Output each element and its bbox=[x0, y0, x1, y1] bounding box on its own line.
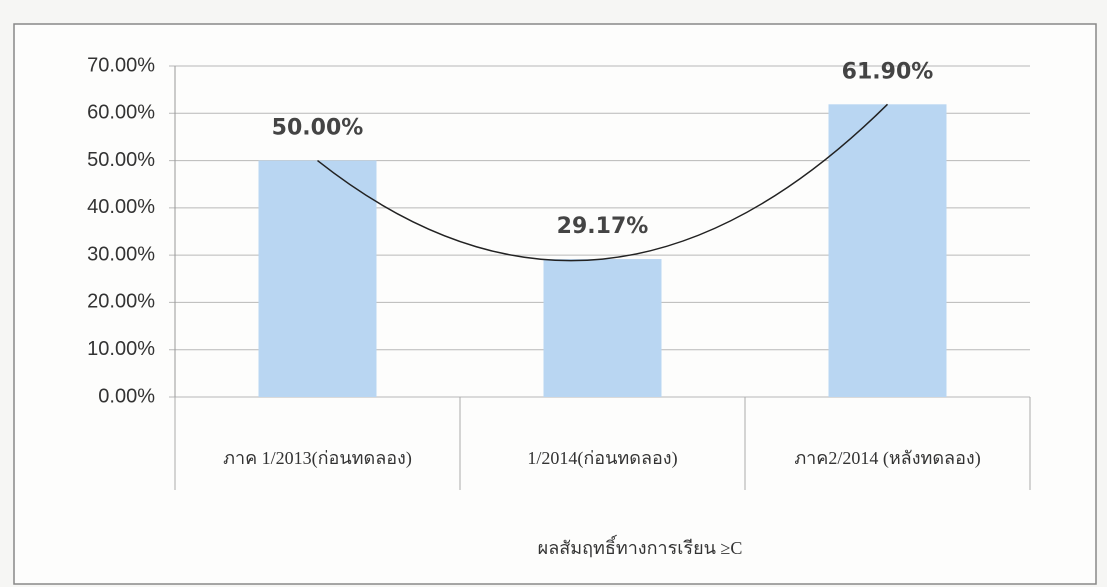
y-tick-label: 0.00% bbox=[98, 385, 155, 407]
bar bbox=[828, 104, 947, 398]
bar bbox=[258, 160, 377, 397]
value-label: 50.00% bbox=[272, 116, 364, 141]
x-tick-label: 1/2014(ก่อนทดลอง) bbox=[527, 448, 677, 469]
trendline bbox=[317, 103, 889, 262]
value-label: 29.17% bbox=[557, 214, 649, 239]
y-tick-label: 20.00% bbox=[87, 291, 155, 313]
y-tick-label: 70.00% bbox=[87, 54, 155, 76]
y-tick-label: 10.00% bbox=[87, 338, 155, 360]
value-label: 61.90% bbox=[842, 59, 934, 84]
x-tick-label: ภาค2/2014 (หลังทดลอง) bbox=[794, 448, 980, 469]
y-tick-label: 60.00% bbox=[87, 102, 155, 124]
x-axis-title: ผลสัมฤทธิ์ทางการเรียน ≥C bbox=[538, 534, 743, 558]
bar bbox=[543, 259, 662, 397]
y-tick-label: 50.00% bbox=[87, 149, 155, 171]
y-tick-label: 40.00% bbox=[87, 196, 155, 218]
y-tick-label: 30.00% bbox=[87, 243, 155, 265]
x-tick-label: ภาค 1/2013(ก่อนทดลอง) bbox=[223, 448, 412, 469]
